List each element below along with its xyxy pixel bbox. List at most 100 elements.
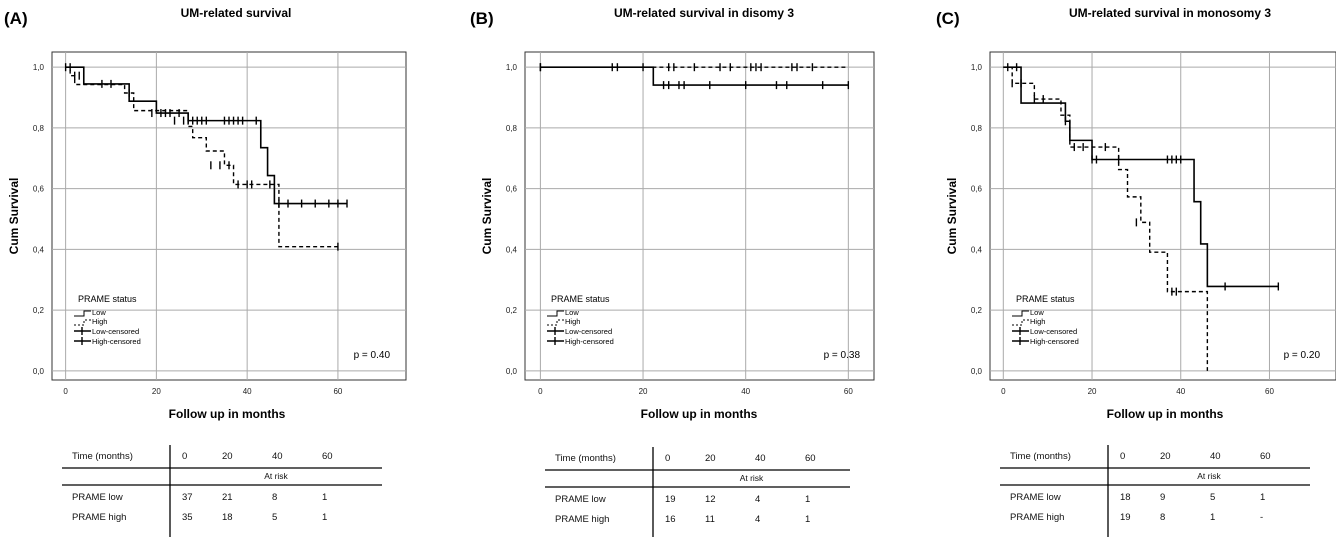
y-tick-label: 0,2: [971, 306, 983, 315]
risk-table-time: 20: [1160, 451, 1171, 462]
risk-table-time: 0: [1120, 451, 1125, 462]
y-tick-label: 1,0: [506, 63, 518, 72]
risk-table-at-risk: At risk: [264, 471, 288, 481]
y-axis-label: Cum Survival: [480, 178, 494, 255]
y-tick-label: 0,6: [971, 185, 983, 194]
risk-table-at-risk: At risk: [740, 473, 764, 483]
y-tick-label: 0,8: [971, 124, 983, 133]
risk-table-cell: 11: [705, 514, 715, 525]
plot-frame: [989, 51, 1336, 381]
risk-table-time: 40: [272, 451, 283, 462]
x-tick-label: 60: [844, 387, 853, 396]
legend-item-label: Low: [1030, 308, 1044, 317]
legend-item-label: High: [92, 317, 107, 326]
risk-table-cell: 4: [755, 494, 760, 505]
p-value: p = 0.20: [1284, 350, 1321, 361]
y-tick-label: 0,4: [506, 245, 518, 254]
y-tick-label: 0,2: [506, 306, 518, 315]
risk-table-cell: 1: [322, 512, 327, 523]
x-tick-label: 60: [333, 387, 342, 396]
x-tick-label: 20: [1088, 387, 1097, 396]
p-value: p = 0.40: [354, 350, 391, 361]
y-tick-label: 1,0: [33, 63, 45, 72]
risk-table-row-label: PRAME high: [555, 514, 609, 525]
risk-table-time: 20: [222, 451, 233, 462]
legend-title: PRAME status: [78, 294, 137, 304]
risk-table-time: 40: [1210, 451, 1221, 462]
y-tick-label: 0,0: [506, 367, 518, 376]
survival-curve-low: [1003, 66, 1279, 288]
x-tick-label: 20: [152, 387, 161, 396]
survival-curve-low: [65, 66, 347, 205]
risk-table-cell: 12: [705, 494, 716, 505]
legend-item-label: High-censored: [92, 337, 141, 346]
panel-letter: (C): [936, 9, 960, 28]
legend-item-label: Low: [92, 308, 106, 317]
risk-table-time: 60: [1260, 451, 1271, 462]
y-axis-label: Cum Survival: [945, 178, 959, 255]
p-value: p = 0.38: [824, 350, 861, 361]
risk-table-cell: 1: [1210, 512, 1215, 523]
legend-item-label: High-censored: [565, 337, 614, 346]
risk-table: Time (months) 0 20 40 60 At risk PRAME low 19 12…: [545, 447, 850, 537]
risk-table-time-label: Time (months): [1010, 451, 1071, 462]
y-tick-label: 0,2: [33, 306, 45, 315]
chart-title: UM-related survival in monosomy 3: [1069, 6, 1271, 20]
risk-table-cell: 35: [182, 512, 193, 523]
y-tick-label: 0,8: [506, 124, 518, 133]
risk-table-time-label: Time (months): [555, 453, 616, 464]
legend-item-label: High: [1030, 317, 1045, 326]
risk-table-row-label: PRAME low: [72, 492, 123, 503]
y-tick-label: 0,0: [33, 367, 45, 376]
risk-table-time: 40: [755, 453, 766, 464]
legend-swatch-low: [74, 310, 91, 317]
risk-table-cell: 8: [272, 492, 277, 503]
risk-table-cell: 5: [272, 512, 277, 523]
risk-table-row-label: PRAME high: [1010, 512, 1064, 523]
legend-item-label: Low-censored: [565, 327, 612, 336]
risk-table-row-label: PRAME low: [555, 494, 606, 505]
survival-curve-high: [1003, 66, 1209, 371]
legend-swatch-high: [547, 319, 564, 326]
legend-item-label: Low-censored: [92, 327, 139, 336]
x-tick-label: 40: [243, 387, 252, 396]
y-tick-label: 0,4: [33, 245, 45, 254]
x-tick-label: 0: [63, 387, 68, 396]
legend-swatch-low: [1012, 310, 1029, 317]
panel-letter: (B): [470, 9, 494, 28]
risk-table-cell: 19: [1120, 512, 1131, 523]
y-tick-label: 0,8: [33, 124, 45, 133]
risk-table-cell: 21: [222, 492, 233, 503]
risk-table-cell: 4: [755, 514, 760, 525]
risk-table: Time (months) 0 20 40 60 At risk PRAME low 37 21…: [62, 445, 382, 537]
legend-title: PRAME status: [1016, 294, 1075, 304]
y-tick-label: 0,4: [971, 245, 983, 254]
survival-curve-high: [65, 66, 338, 248]
panel-a: (A) UM-related survival 0,0 0,2 0,4 0,6 0,8 1,0…: [4, 6, 407, 537]
x-axis-label: Follow up in months: [641, 407, 758, 421]
risk-table-cell: 37: [182, 492, 193, 503]
legend-item-label: High: [565, 317, 580, 326]
legend-swatch-high: [1012, 319, 1029, 326]
x-tick-label: 40: [741, 387, 750, 396]
risk-table-cell: 8: [1160, 512, 1165, 523]
risk-table-cell: 16: [665, 514, 676, 525]
panel-letter: (A): [4, 9, 28, 28]
legend-item-label: Low-censored: [1030, 327, 1077, 336]
x-axis-label: Follow up in months: [1107, 407, 1224, 421]
risk-table-time: 60: [805, 453, 816, 464]
x-tick-label: 0: [1001, 387, 1006, 396]
plot-frame: [51, 51, 407, 381]
risk-table-cell: 1: [805, 514, 810, 525]
risk-table-time: 20: [705, 453, 716, 464]
risk-table-time: 0: [182, 451, 187, 462]
risk-table-cell: 1: [805, 494, 810, 505]
legend-title: PRAME status: [551, 294, 610, 304]
risk-table-cell: 18: [1120, 492, 1131, 503]
chart-title: UM-related survival in disomy 3: [614, 6, 794, 20]
x-tick-label: 20: [639, 387, 648, 396]
risk-table-cell: 18: [222, 512, 233, 523]
risk-table-cell: -: [1260, 512, 1263, 523]
